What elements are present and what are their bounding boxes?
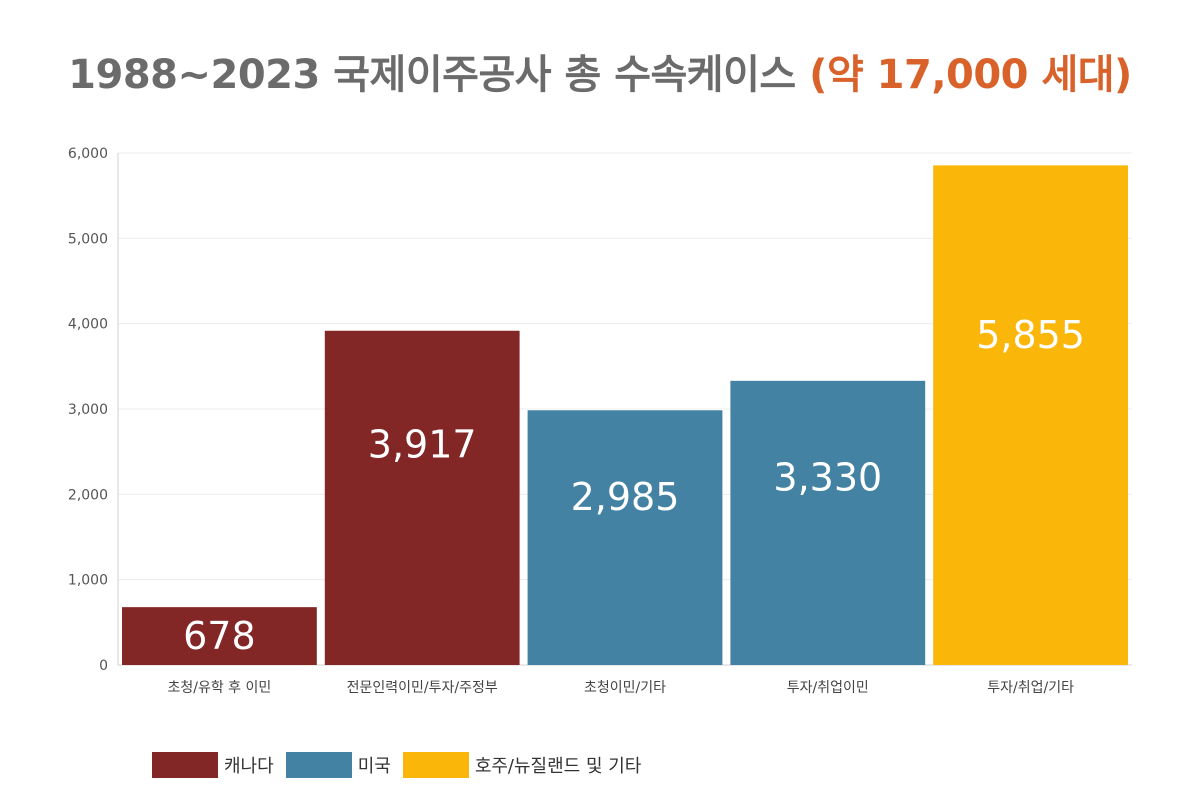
x-category-label: 전문인력이민/투자/주정부 <box>347 680 498 696</box>
bar <box>122 607 317 665</box>
bar <box>527 410 723 665</box>
y-tick-label: 3,000 <box>68 402 108 418</box>
legend-item: 미국 <box>285 752 391 778</box>
legend-swatch <box>285 752 352 778</box>
x-category-label: 초청/유학 후 이민 <box>168 680 272 696</box>
chart-title-main: 1988~2023 국제이주공사 총 수속케이스 <box>68 52 796 98</box>
legend-label: 미국 <box>357 756 391 777</box>
bar-value-label: 3,330 <box>773 455 882 499</box>
chart-title: 1988~2023 국제이주공사 총 수속케이스 (약 17,000 세대) <box>0 42 1200 100</box>
legend-swatch <box>402 752 469 778</box>
bar <box>730 380 926 665</box>
bar-value-label: 5,855 <box>976 313 1085 357</box>
bar-chart: 0 1,000 2,000 3,000 4,000 5,000 6,000 678 초청/유학 … <box>68 146 1132 696</box>
bar-value-label: 2,985 <box>571 475 680 519</box>
legend-item: 호주/뉴질랜드 및 기타 <box>402 752 642 778</box>
y-tick-label: 0 <box>99 658 108 674</box>
legend-item: 캐나다 <box>152 752 274 778</box>
bar <box>324 330 520 665</box>
legend: 캐나다 미국 호주/뉴질랜드 및 기타 <box>152 752 653 778</box>
y-tick-label: 1,000 <box>68 573 108 589</box>
chart-title-highlight: (약 17,000 세대) <box>809 52 1132 98</box>
y-tick-label: 5,000 <box>68 231 108 247</box>
y-tick-label: 4,000 <box>68 317 108 333</box>
x-category-label: 투자/취업/기타 <box>987 680 1074 696</box>
y-tick-label: 2,000 <box>68 487 108 503</box>
legend-label: 캐나다 <box>224 756 274 777</box>
x-category-label: 초청이민/기타 <box>584 680 666 696</box>
y-tick-label: 6,000 <box>68 146 108 162</box>
legend-swatch <box>152 752 218 778</box>
bar <box>933 165 1128 665</box>
x-category-label: 투자/취업이민 <box>787 680 869 696</box>
bar-value-label: 678 <box>183 614 256 658</box>
legend-label: 호주/뉴질랜드 및 기타 <box>474 756 642 777</box>
bar-value-label: 3,917 <box>368 422 477 466</box>
